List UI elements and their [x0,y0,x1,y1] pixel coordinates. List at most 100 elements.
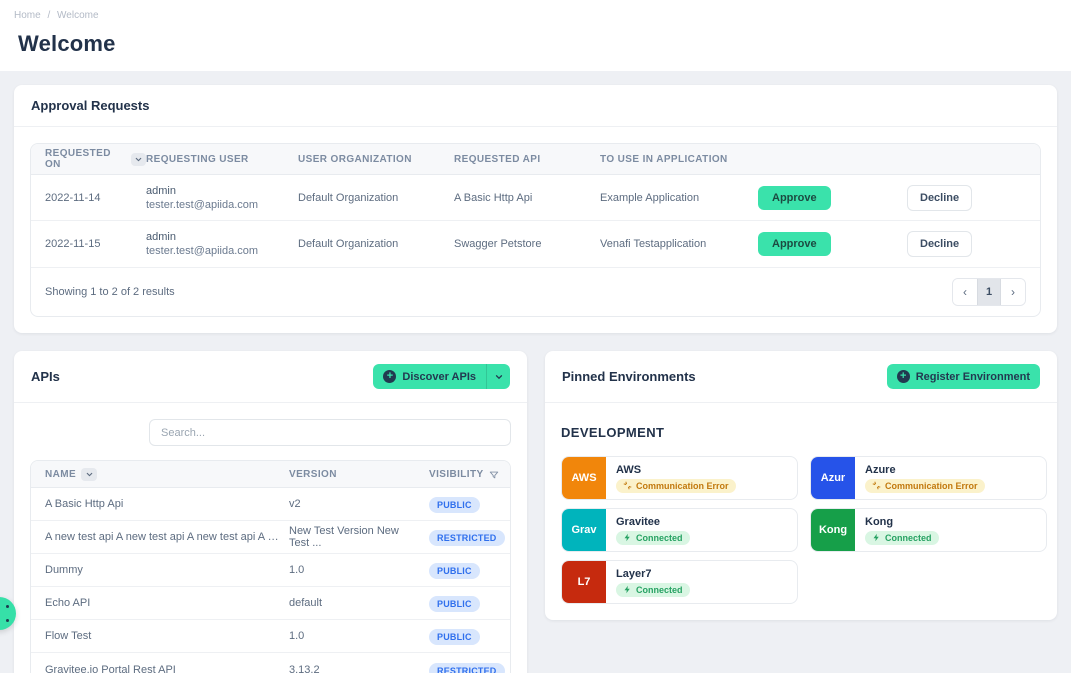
discover-apis-split-button: + Discover APIs [373,364,510,389]
environment-logo: Azur [811,457,855,499]
requested-on-cell: 2022-11-14 [45,191,101,204]
search-input[interactable] [149,419,511,446]
chat-widget-button[interactable] [0,597,16,630]
api-version-cell: v2 [289,498,301,510]
top-bar: Home / Welcome Welcome [0,0,1071,57]
col-to-use-in-application: TO USE IN APPLICATION [600,153,728,165]
environment-card[interactable]: Grav Gravitee Connected [561,508,798,552]
api-name-cell: A Basic Http Api [45,498,124,510]
organization-cell: Default Organization [298,238,399,250]
environment-status-badge: Connected [865,530,939,545]
breadcrumb-home[interactable]: Home [14,10,41,21]
link-broken-icon [872,481,881,490]
environment-status-label: Connected [885,532,932,543]
results-summary: Showing 1 to 2 of 2 results [45,286,175,298]
api-table-row[interactable]: Gravitee.io Portal Rest API 3.13.2 RESTR… [31,653,510,673]
col-requested-api: REQUESTED API [454,153,541,165]
environment-card[interactable]: AWS AWS Communication Error [561,456,798,500]
environment-status-badge: Communication Error [865,478,985,493]
user-name: admin [146,184,176,197]
api-table-row[interactable]: A new test api A new test api A new test… [31,521,510,554]
visibility-badge: PUBLIC [429,596,480,612]
approval-table: REQUESTED ON REQUESTING USER USER ORGANI… [30,143,1041,317]
organization-cell: Default Organization [298,191,399,204]
visibility-badge: PUBLIC [429,497,480,513]
api-cell: Swagger Petstore [454,238,542,250]
apis-header: APIs + Discover APIs [14,351,527,403]
col-name[interactable]: NAME [45,461,289,488]
api-table-row[interactable]: Flow Test 1.0 PUBLIC [31,620,510,653]
api-name-cell: Flow Test [45,630,92,642]
apis-body: NAME VERSION VISIBILITY A Basic Http Api [14,419,527,673]
apis-table-head: NAME VERSION VISIBILITY [31,461,510,488]
environment-logo: Grav [562,509,606,551]
application-cell: Venafi Testapplication [600,238,707,250]
chevron-down-icon [495,374,502,379]
visibility-badge: PUBLIC [429,629,480,645]
col-requesting-user: REQUESTING USER [146,153,249,165]
environment-card[interactable]: Azur Azure Communication Error [810,456,1047,500]
page-prev-button[interactable]: ‹ [953,279,977,305]
decline-button[interactable]: Decline [907,231,973,257]
plus-circle-icon: + [383,370,397,383]
development-section-label: DEVELOPMENT [561,425,665,440]
requested-on-cell: 2022-11-15 [45,238,101,250]
environment-card[interactable]: L7 Layer7 Connected [561,560,798,604]
discover-apis-caret-button[interactable] [486,364,510,389]
col-requested-on[interactable]: REQUESTED ON [45,144,146,174]
apis-card: APIs + Discover APIs [14,351,527,673]
pagination: ‹ 1 › [952,278,1026,306]
environment-status-label: Connected [636,532,683,543]
api-name-cell: Gravitee.io Portal Rest API [45,663,176,673]
api-table-row[interactable]: A Basic Http Api v2 PUBLIC [31,488,510,521]
environment-card[interactable]: Kong Kong Connected [810,508,1047,552]
apis-search-row [30,419,511,446]
api-cell: A Basic Http Api [454,191,533,204]
chevron-down-icon[interactable] [130,152,146,166]
environment-status-label: Communication Error [636,480,729,491]
col-user-organization: USER ORGANIZATION [298,153,412,165]
decline-button[interactable]: Decline [907,184,973,211]
api-table-row[interactable]: Echo API default PUBLIC [31,587,510,620]
api-name-cell: A new test api A new test api A new test… [45,531,289,543]
environment-status-badge: Communication Error [616,478,736,493]
register-environment-button[interactable]: + Register Environment [886,364,1040,389]
page-number-button[interactable]: 1 [977,279,1001,305]
approve-button[interactable]: Approve [758,185,831,210]
requesting-user-cell: admin tester.test@apiida.com [146,185,298,211]
approve-button[interactable]: Approve [758,232,831,256]
chevron-down-icon[interactable] [81,468,98,481]
link-broken-icon [623,481,632,490]
api-name-cell: Dummy [45,564,83,576]
apis-table: NAME VERSION VISIBILITY A Basic Http Api [30,460,511,673]
environment-status-label: Connected [636,584,683,595]
visibility-badge: PUBLIC [429,563,480,579]
pinned-environments-title: Pinned Environments [562,369,696,384]
visibility-badge: RESTRICTED [429,662,505,673]
pinned-environments-card: Pinned Environments + Register Environme… [545,351,1057,620]
api-version-cell: 1.0 [289,630,305,642]
apis-table-body: A Basic Http Api v2 PUBLIC A new test ap… [31,488,510,673]
breadcrumb-current: Welcome [57,10,99,21]
breadcrumb: Home / Welcome [14,10,1057,21]
pinned-environments-header: Pinned Environments + Register Environme… [545,351,1057,403]
apis-title: APIs [31,369,60,384]
environment-grid: AWS AWS Communication Error Azur Azure C… [561,456,1047,604]
approval-table-row: 2022-11-14 admin tester.test@apiida.com … [31,175,1040,221]
col-version: VERSION [289,469,337,480]
approval-table-head: REQUESTED ON REQUESTING USER USER ORGANI… [31,144,1040,175]
api-name-cell: Echo API [45,597,91,609]
page-content: Approval Requests REQUESTED ON REQUESTIN… [0,71,1071,673]
user-name: admin [146,231,176,243]
discover-apis-button[interactable]: + Discover APIs [373,364,486,389]
environment-name: Kong [865,515,894,528]
environment-logo: L7 [562,561,606,603]
plus-circle-icon: + [896,370,910,383]
bolt-icon [873,533,879,542]
page-next-button[interactable]: › [1001,279,1025,305]
filter-funnel-icon[interactable] [489,470,499,480]
api-table-row[interactable]: Dummy 1.0 PUBLIC [31,554,510,587]
api-version-cell: default [289,597,323,609]
col-visibility[interactable]: VISIBILITY [429,461,510,488]
approval-requests-card: Approval Requests REQUESTED ON REQUESTIN… [14,85,1057,333]
